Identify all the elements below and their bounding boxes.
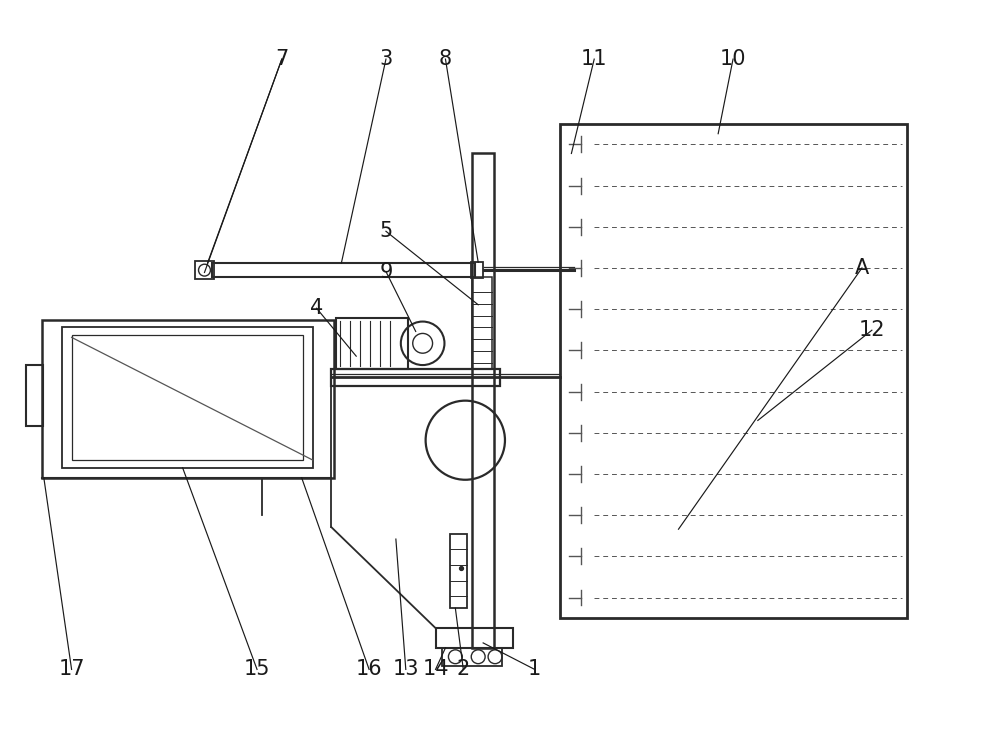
Bar xyxy=(442,648,502,665)
Bar xyxy=(331,369,500,386)
Text: 5: 5 xyxy=(379,222,393,242)
Text: 12: 12 xyxy=(859,320,885,340)
Bar xyxy=(195,262,214,279)
Text: 13: 13 xyxy=(393,659,419,679)
Bar xyxy=(212,263,475,277)
Bar xyxy=(472,277,492,369)
Text: 1: 1 xyxy=(528,659,541,679)
Text: 2: 2 xyxy=(457,659,470,679)
Bar xyxy=(62,328,313,468)
Bar xyxy=(436,628,513,648)
Text: 14: 14 xyxy=(422,659,449,679)
Text: 10: 10 xyxy=(720,49,746,69)
Bar xyxy=(336,318,408,369)
Text: 9: 9 xyxy=(379,262,393,282)
Text: 8: 8 xyxy=(439,49,452,69)
Bar xyxy=(42,319,334,478)
Text: 15: 15 xyxy=(244,659,270,679)
Text: A: A xyxy=(855,258,869,278)
Text: 17: 17 xyxy=(58,659,85,679)
Bar xyxy=(560,124,907,618)
Text: 16: 16 xyxy=(356,659,382,679)
Bar xyxy=(26,365,43,426)
Text: 4: 4 xyxy=(310,298,323,318)
Bar xyxy=(72,336,303,460)
Text: 7: 7 xyxy=(275,49,288,69)
Bar xyxy=(450,534,467,608)
Text: 11: 11 xyxy=(581,49,607,69)
Bar xyxy=(471,262,483,278)
Text: 3: 3 xyxy=(379,49,393,69)
Bar xyxy=(472,153,494,648)
